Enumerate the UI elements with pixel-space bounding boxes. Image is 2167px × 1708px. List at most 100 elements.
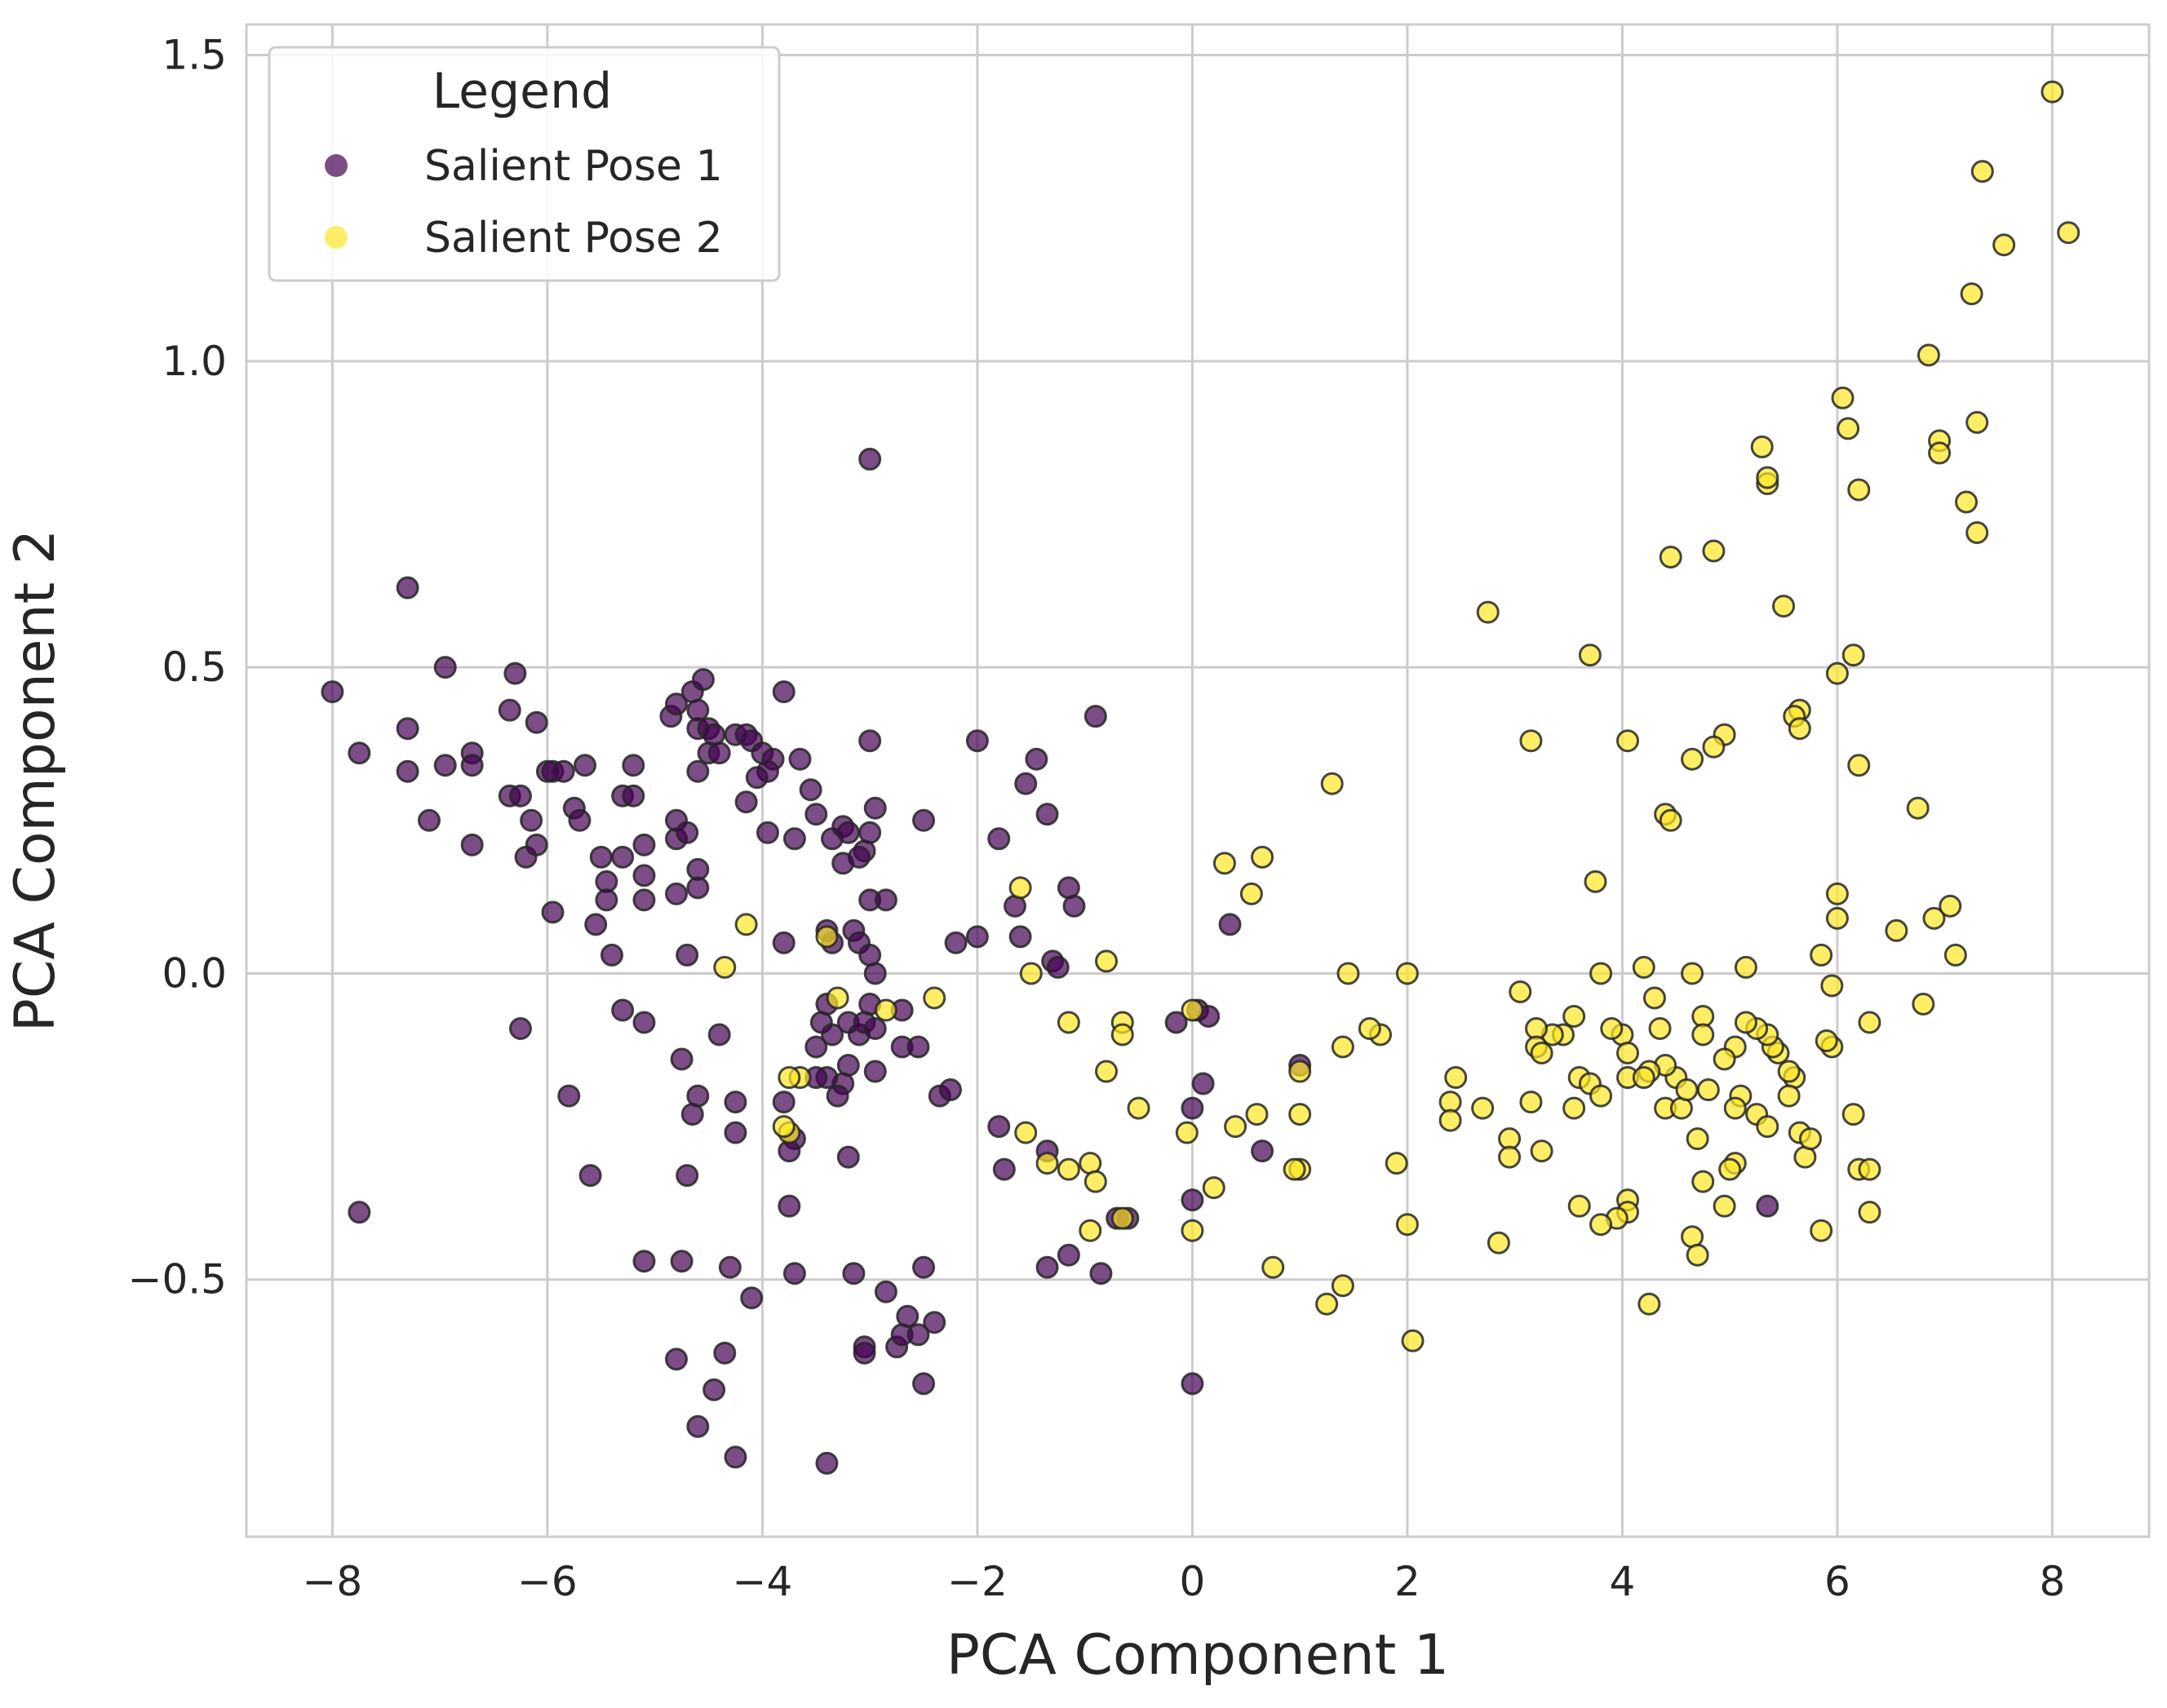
- point-salient-pose-1: [1181, 1096, 1204, 1120]
- point-salient-pose-2: [1438, 1108, 1462, 1132]
- point-salient-pose-1: [944, 931, 968, 954]
- point-salient-pose-1: [1191, 1072, 1215, 1095]
- point-salient-pose-1: [987, 827, 1011, 851]
- point-salient-pose-1: [460, 754, 484, 777]
- point-salient-pose-2: [1691, 1170, 1715, 1193]
- point-salient-pose-1: [912, 1372, 936, 1396]
- point-salient-pose-1: [433, 656, 457, 679]
- point-salient-pose-1: [724, 1091, 747, 1114]
- point-salient-pose-2: [1831, 386, 1855, 409]
- point-salient-pose-2: [1637, 1292, 1661, 1316]
- point-salient-pose-2: [1756, 466, 1779, 489]
- point-salient-pose-1: [348, 1201, 371, 1224]
- point-salient-pose-1: [632, 833, 656, 856]
- point-salient-pose-2: [1181, 998, 1204, 1022]
- point-salient-pose-2: [1681, 962, 1704, 985]
- point-salient-pose-2: [1519, 1091, 1543, 1114]
- point-salient-pose-2: [1181, 1219, 1204, 1242]
- y-tick-label: 1.0: [162, 338, 227, 385]
- point-salient-pose-2: [1127, 1096, 1150, 1120]
- point-salient-pose-1: [680, 1103, 704, 1126]
- point-salient-pose-1: [906, 1323, 930, 1347]
- point-salient-pose-2: [1336, 962, 1360, 985]
- point-salient-pose-1: [1084, 705, 1107, 728]
- point-salient-pose-2: [1815, 1029, 1838, 1053]
- point-salient-pose-1: [498, 698, 521, 722]
- point-salient-pose-1: [923, 1311, 946, 1334]
- point-salient-pose-2: [1718, 1157, 1742, 1181]
- point-salient-pose-2: [1825, 882, 1849, 905]
- point-salient-pose-1: [1251, 1139, 1274, 1163]
- point-salient-pose-1: [503, 662, 527, 685]
- point-salient-pose-1: [788, 747, 812, 771]
- point-salient-pose-2: [1648, 1016, 1672, 1040]
- x-tick-label: −2: [947, 1558, 1008, 1605]
- point-salient-pose-2: [1288, 1103, 1312, 1126]
- point-salient-pose-1: [772, 931, 795, 954]
- point-salient-pose-2: [1530, 1139, 1553, 1163]
- point-salient-pose-2: [1320, 772, 1344, 795]
- y-axis-label: PCA Component 2: [3, 529, 68, 1032]
- point-salient-pose-2: [1110, 1206, 1134, 1230]
- point-salient-pose-1: [525, 710, 548, 734]
- x-tick-label: 4: [1610, 1558, 1636, 1605]
- point-salient-pose-2: [923, 986, 946, 1010]
- point-salient-pose-2: [1035, 1152, 1059, 1175]
- point-salient-pose-2: [1395, 1213, 1419, 1237]
- point-salient-pose-2: [1777, 1060, 1801, 1083]
- point-salient-pose-2: [1825, 662, 1849, 685]
- point-salient-pose-1: [665, 1347, 689, 1371]
- point-salient-pose-1: [676, 821, 699, 844]
- point-salient-pose-2: [874, 998, 897, 1022]
- point-salient-pose-2: [1589, 1084, 1613, 1108]
- point-salient-pose-1: [992, 1157, 1016, 1181]
- point-salient-pose-1: [826, 1084, 849, 1108]
- point-salient-pose-1: [858, 821, 882, 844]
- point-salient-pose-1: [589, 845, 613, 869]
- point-salient-pose-2: [1885, 918, 1908, 942]
- point-salient-pose-1: [863, 1016, 887, 1040]
- point-salient-pose-2: [734, 913, 758, 936]
- point-salient-pose-2: [1395, 962, 1419, 985]
- point-salient-pose-2: [1358, 1016, 1381, 1040]
- point-salient-pose-2: [1686, 1127, 1709, 1151]
- point-salient-pose-2: [1315, 1292, 1339, 1316]
- point-salient-pose-1: [713, 1341, 737, 1365]
- point-salient-pose-2: [1820, 974, 1844, 998]
- x-tick-label: 8: [2040, 1558, 2066, 1605]
- point-salient-pose-1: [568, 808, 592, 832]
- point-salient-pose-2: [1331, 1274, 1354, 1298]
- point-salient-pose-2: [1095, 1060, 1119, 1083]
- point-salient-pose-1: [836, 1145, 860, 1169]
- point-salient-pose-1: [1014, 772, 1038, 795]
- legend-marker-salient-pose-1: [325, 154, 348, 177]
- point-salient-pose-2: [1212, 852, 1236, 875]
- x-tick-label: 6: [1824, 1558, 1850, 1605]
- point-salient-pose-1: [321, 680, 344, 704]
- point-salient-pose-1: [842, 1262, 866, 1285]
- point-salient-pose-2: [1584, 869, 1607, 893]
- point-salient-pose-1: [396, 576, 419, 600]
- point-salient-pose-1: [686, 698, 710, 722]
- point-salient-pose-2: [1798, 1127, 1822, 1151]
- legend-label-salient-pose-2: Salient Pose 2: [424, 214, 723, 263]
- point-salient-pose-1: [691, 668, 715, 692]
- point-salient-pose-1: [584, 913, 608, 936]
- point-salient-pose-1: [552, 759, 575, 783]
- point-salient-pose-1: [557, 1084, 581, 1108]
- point-salient-pose-2: [1498, 1145, 1522, 1169]
- point-salient-pose-1: [611, 845, 635, 869]
- point-salient-pose-2: [1965, 410, 1989, 434]
- point-salient-pose-2: [1734, 1011, 1757, 1034]
- point-salient-pose-2: [1476, 600, 1500, 624]
- point-salient-pose-1: [772, 1091, 795, 1114]
- point-salient-pose-1: [874, 888, 897, 912]
- point-salient-pose-2: [1079, 1219, 1102, 1242]
- point-salient-pose-1: [1025, 747, 1048, 771]
- point-salient-pose-1: [1181, 1188, 1204, 1212]
- point-salient-pose-2: [1562, 1096, 1586, 1120]
- x-axis-label: PCA Component 1: [946, 1623, 1449, 1688]
- point-salient-pose-2: [1616, 729, 1640, 753]
- point-salient-pose-2: [1019, 962, 1043, 985]
- point-salient-pose-2: [1847, 754, 1871, 777]
